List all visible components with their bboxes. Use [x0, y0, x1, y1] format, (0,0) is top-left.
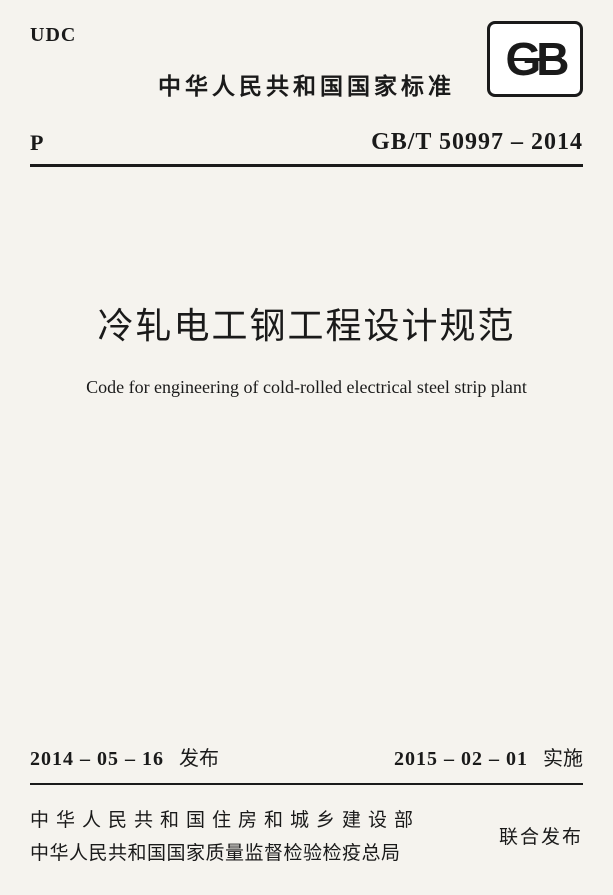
- issue-date-block: 2014 – 05 – 16 发布: [30, 742, 219, 771]
- title-chinese: 冷轧电工钢工程设计规范: [30, 297, 583, 349]
- title-block: 冷轧电工钢工程设计规范 Code for engineering of cold…: [30, 297, 583, 398]
- joint-publish-label: 联合发布: [499, 822, 583, 849]
- effective-date-block: 2015 – 02 – 01 实施: [394, 742, 583, 771]
- header-block: 中华人民共和国国家标准 GB: [30, 67, 583, 101]
- publisher-row: 中华人民共和国住房和城乡建设部 中华人民共和国国家质量监督检验检疫总局 联合发布: [30, 805, 583, 865]
- standard-code-row: P GB/T 50997 – 2014: [30, 129, 583, 156]
- standard-code: GB/T 50997 – 2014: [371, 129, 583, 156]
- effective-date: 2015 – 02 – 01: [394, 748, 528, 770]
- gb-logo-text: GB: [506, 36, 565, 82]
- standard-cover-page: UDC 中华人民共和国国家标准 GB P GB/T 50997 – 2014 冷…: [0, 0, 613, 895]
- spacer: [30, 398, 583, 742]
- divider-top: [30, 164, 583, 167]
- effective-label: 实施: [543, 748, 583, 770]
- publisher-org-2: 中华人民共和国国家质量监督检验检疫总局: [30, 838, 420, 865]
- publisher-orgs: 中华人民共和国住房和城乡建设部 中华人民共和国国家质量监督检验检疫总局: [30, 805, 420, 865]
- title-english: Code for engineering of cold-rolled elec…: [30, 377, 583, 398]
- classification-p: P: [30, 130, 43, 156]
- issue-date: 2014 – 05 – 16: [30, 748, 164, 770]
- dates-row: 2014 – 05 – 16 发布 2015 – 02 – 01 实施: [30, 742, 583, 771]
- publisher-org-1: 中华人民共和国住房和城乡建设部: [30, 805, 420, 832]
- gb-logo-icon: GB: [487, 21, 583, 97]
- divider-bottom: [30, 783, 583, 785]
- issue-label: 发布: [179, 748, 219, 770]
